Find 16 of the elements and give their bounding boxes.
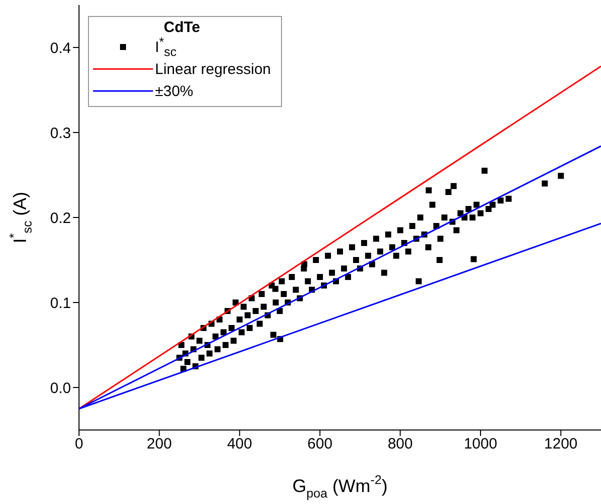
x-axis-title: G$_{poa}$ (Wm$^{-2}$) — [292, 472, 388, 500]
legend-label: Linear regression — [155, 60, 271, 78]
y-tick-label: 0.2 — [50, 210, 71, 227]
y-tick-label: 0.4 — [50, 40, 71, 57]
x-tick-label: 400 — [227, 436, 252, 453]
x-tick-label: 1000 — [464, 436, 498, 453]
legend-label: ±30% — [155, 82, 194, 100]
y-tick-label: 0.1 — [50, 294, 71, 312]
x-tick-label: 0 — [74, 436, 84, 453]
y-tick-label: 0.3 — [50, 124, 71, 142]
x-tick-label: 800 — [388, 436, 413, 453]
x-tick-label: 200 — [146, 436, 172, 453]
x-tick-label: 600 — [307, 436, 332, 453]
legend-title: CdTe — [164, 19, 200, 36]
x-tick-label: 1200 — [544, 436, 578, 453]
y-tick-label: 0.0 — [50, 380, 71, 397]
